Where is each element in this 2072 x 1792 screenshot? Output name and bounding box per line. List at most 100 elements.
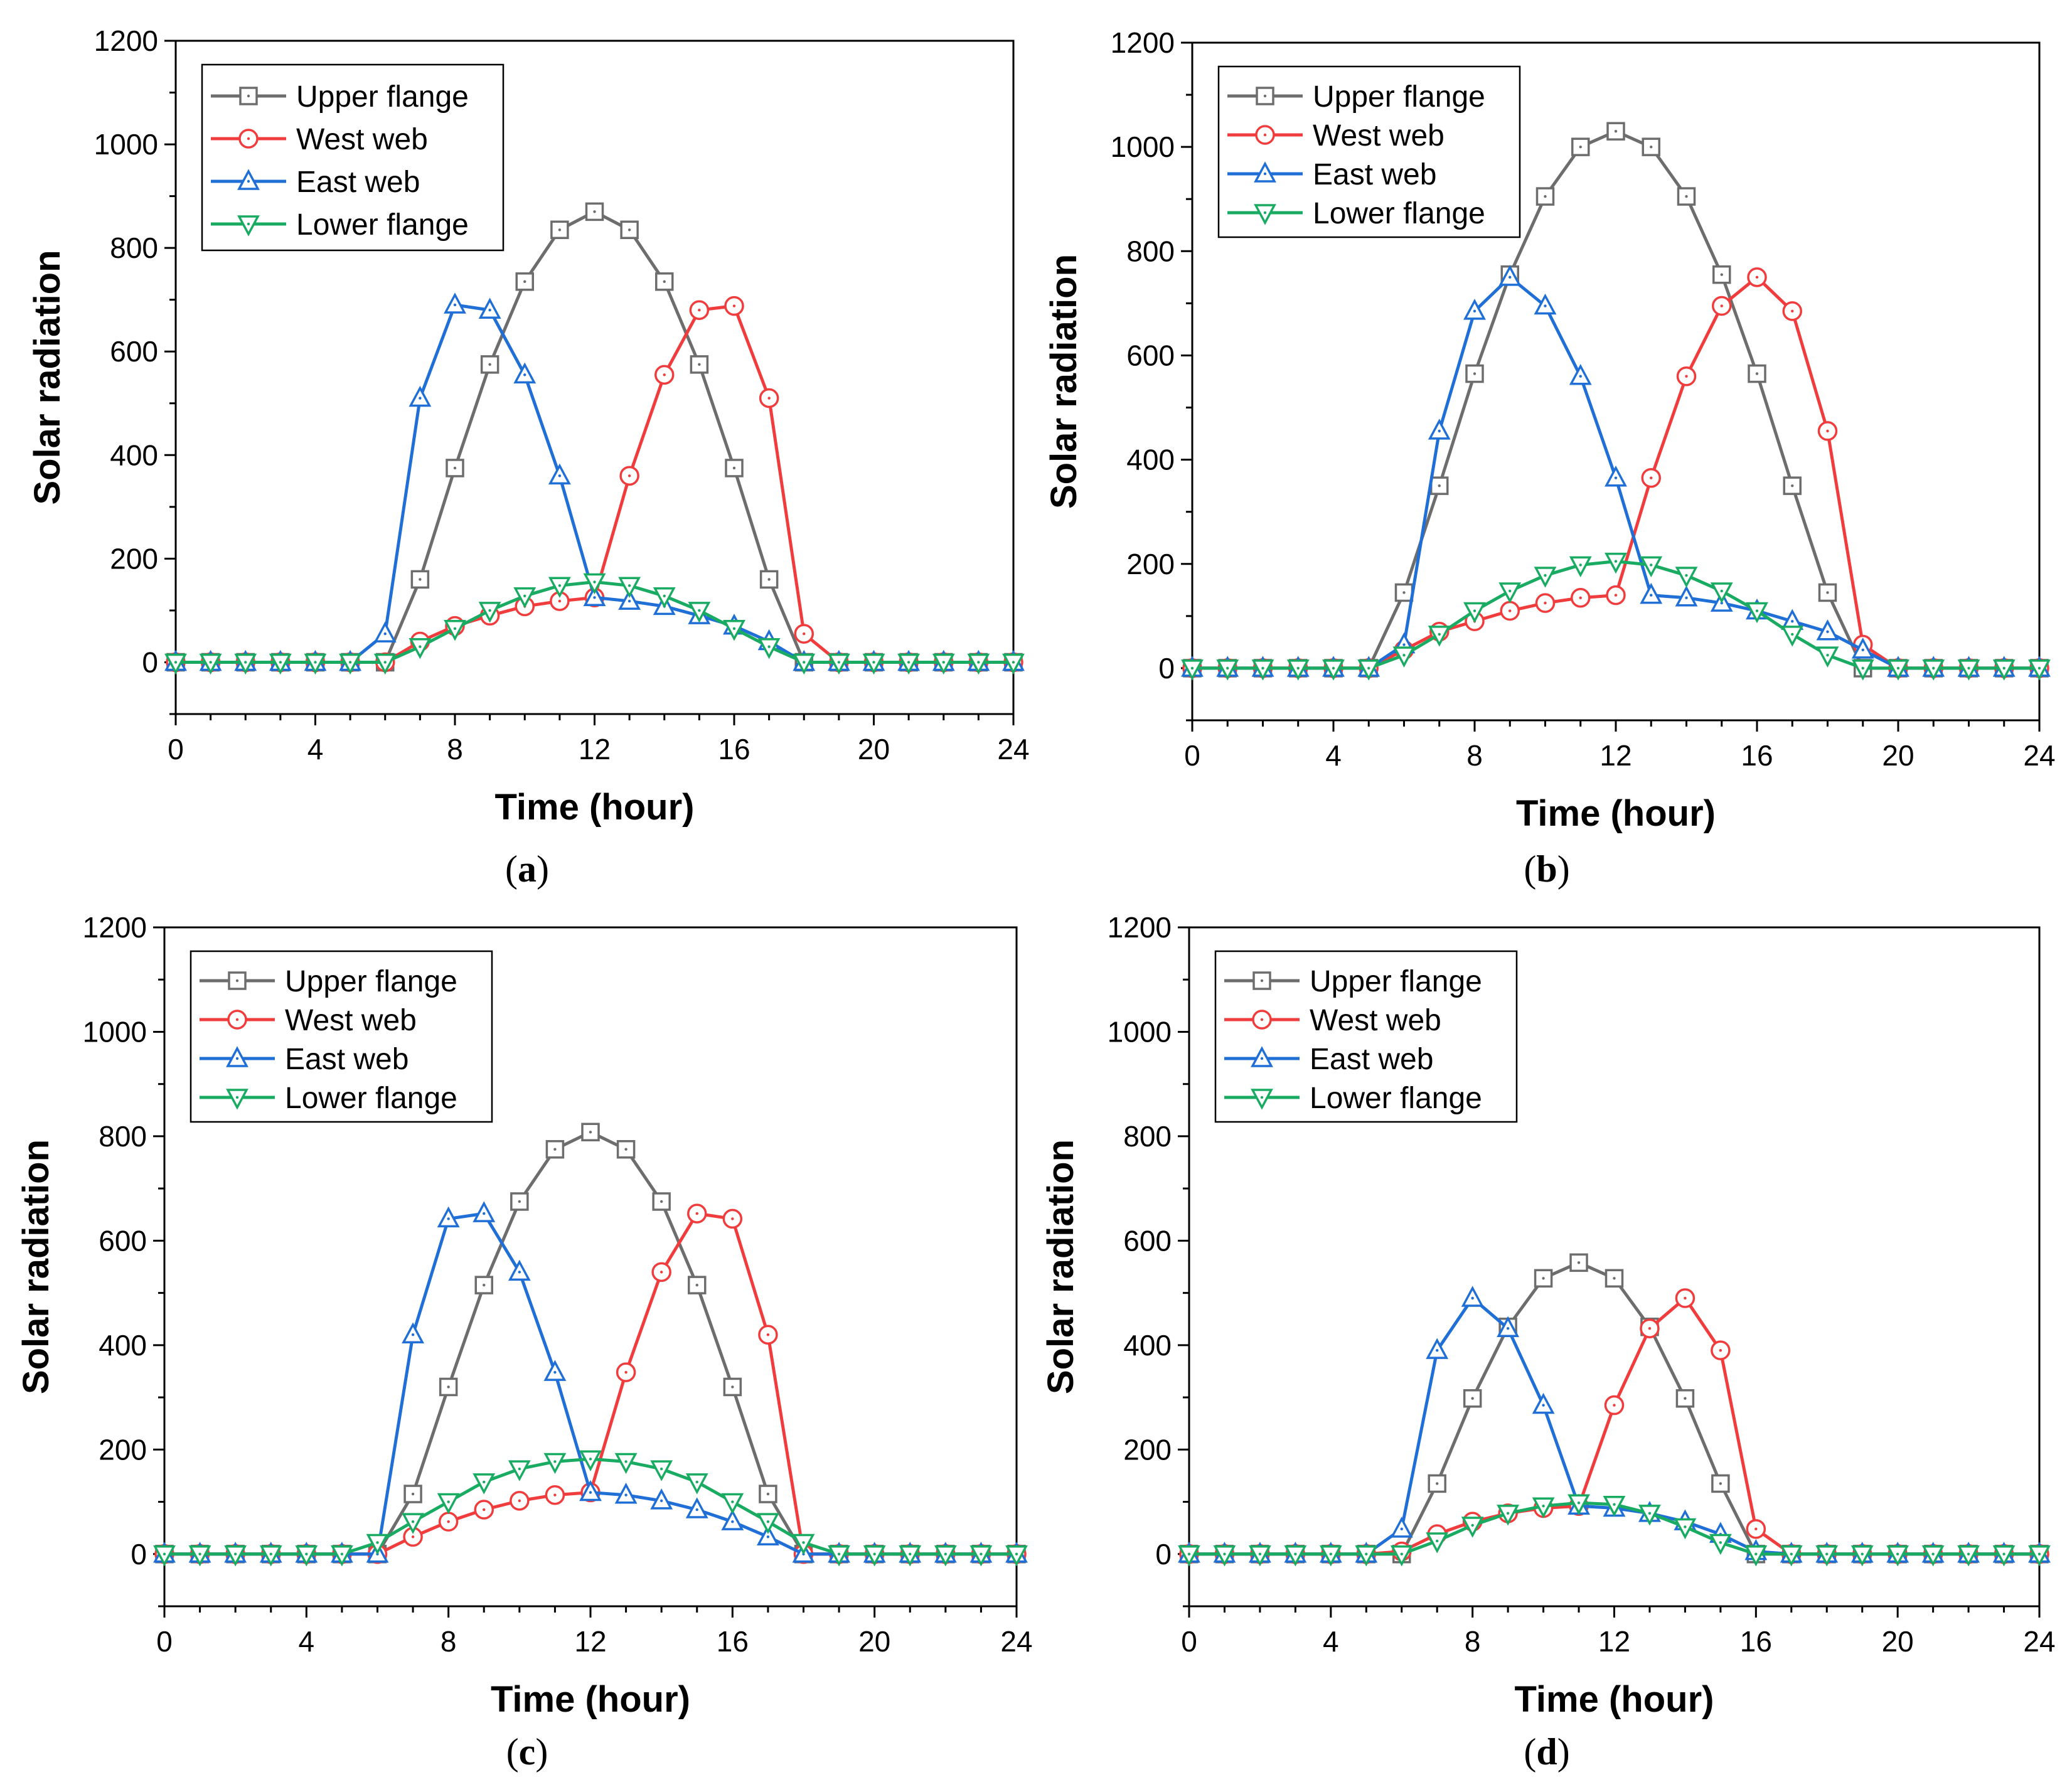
y-tick-label: 1000	[94, 128, 158, 161]
data-point-dot	[1544, 304, 1547, 307]
data-point-dot	[1685, 573, 1688, 577]
data-point-dot	[695, 1212, 698, 1215]
data-point-dot	[2002, 666, 2005, 670]
data-point-dot	[553, 1370, 557, 1374]
data-point-dot	[1436, 1539, 1439, 1543]
data-point-dot	[627, 474, 631, 477]
series-line	[164, 1212, 1017, 1556]
x-tick-label: 24	[1000, 1625, 1032, 1658]
legend-marker-dot	[1260, 979, 1264, 983]
data-point-dot	[1226, 666, 1229, 670]
data-point-dot	[1400, 1527, 1403, 1531]
data-point-dot	[1685, 375, 1688, 378]
data-point-dot	[411, 1333, 415, 1336]
y-axis-title: Solar radiation	[1040, 1139, 1081, 1394]
panel-caption: (b)	[1524, 848, 1569, 890]
data-point-dot	[593, 596, 596, 599]
legend-marker-dot	[235, 1096, 239, 1099]
x-tick-label: 8	[1466, 739, 1483, 772]
legend-marker-dot	[1263, 211, 1267, 215]
data-point-dot	[977, 661, 980, 664]
data-point-dot	[1685, 596, 1688, 599]
legend-marker-dot	[1263, 172, 1267, 176]
data-point-dot	[1650, 476, 1653, 479]
data-point-dot	[558, 599, 562, 603]
x-tick-label: 4	[1325, 739, 1342, 772]
data-point-dot	[198, 1552, 201, 1555]
data-point-dot	[627, 599, 631, 603]
data-point-dot	[1473, 309, 1477, 313]
legend-label: Upper flange	[1313, 80, 1485, 114]
data-point-dot	[1790, 1552, 1793, 1555]
data-point-dot	[419, 645, 422, 648]
data-point-dot	[624, 1370, 627, 1374]
legend-marker-dot	[247, 94, 250, 98]
y-axis-title: Solar radiation	[1044, 254, 1084, 509]
data-point-dot	[1720, 304, 1723, 307]
data-point-dot	[1577, 1501, 1581, 1505]
data-point-dot	[305, 1552, 308, 1555]
data-point-dot	[1967, 666, 1970, 670]
data-point-dot	[731, 1217, 734, 1220]
data-point	[545, 1139, 565, 1159]
data-point-dot	[1509, 589, 1512, 593]
data-point-dot	[980, 1552, 983, 1555]
data-point-dot	[1296, 666, 1300, 670]
y-tick-label: 0	[131, 1538, 147, 1571]
x-tick-label: 0	[1184, 739, 1200, 772]
data-point-dot	[2002, 1552, 2005, 1555]
legend: Upper flange West web East web Lower flange	[1214, 950, 1518, 1123]
y-tick-label: 1000	[1111, 131, 1175, 163]
data-point-dot	[483, 1212, 486, 1215]
y-tick-label: 200	[99, 1433, 147, 1466]
data-point-dot	[483, 1480, 486, 1484]
data-point-dot	[942, 661, 945, 664]
data-point-dot	[1719, 1541, 1722, 1544]
data-point-dot	[660, 1499, 663, 1503]
data-point-dot	[731, 1520, 734, 1523]
data-point-dot	[766, 1535, 770, 1539]
legend: Upper flange West web East web Lower flange	[201, 63, 505, 252]
y-tick-label: 1000	[1108, 1015, 1172, 1048]
data-point-dot	[558, 584, 562, 587]
data-point-dot	[698, 363, 701, 366]
data-point-dot	[1473, 609, 1477, 612]
data-point-dot	[553, 1148, 557, 1151]
data-point-dot	[1438, 484, 1441, 488]
y-tick-label: 800	[1123, 1120, 1172, 1153]
data-point-dot	[518, 1200, 521, 1203]
x-axis-title: Time (hour)	[1515, 1679, 1714, 1720]
data-point-dot	[1685, 195, 1688, 198]
data-point-dot	[1826, 591, 1829, 594]
x-tick-label: 8	[447, 733, 463, 765]
data-point-dot	[1896, 1552, 1899, 1555]
x-tick-label: 20	[858, 1625, 890, 1658]
data-point-dot	[233, 1552, 237, 1555]
data-point-dot	[1825, 1552, 1829, 1555]
data-point-dot	[453, 466, 457, 470]
data-point-dot	[1402, 653, 1406, 657]
data-point-dot	[907, 661, 911, 664]
data-point-dot	[695, 1283, 698, 1287]
data-point-dot	[1791, 619, 1794, 623]
data-point-dot	[558, 474, 562, 477]
data-point-dot	[419, 397, 422, 400]
data-point-dot	[518, 1467, 521, 1471]
y-tick-label: 0	[142, 646, 158, 678]
data-point-dot	[624, 1460, 627, 1463]
data-point-dot	[411, 1535, 415, 1539]
data-point	[1465, 364, 1484, 383]
data-point-dot	[1223, 1552, 1226, 1555]
data-point-dot	[447, 1520, 450, 1523]
data-point-dot	[593, 210, 596, 213]
data-point-dot	[1436, 1482, 1439, 1485]
data-point-dot	[1329, 1552, 1333, 1555]
x-tick-label: 0	[156, 1625, 173, 1658]
data-point-dot	[872, 661, 875, 664]
legend-label: Lower flange	[285, 1082, 457, 1115]
data-point-dot	[1826, 630, 1829, 633]
y-tick-label: 1000	[83, 1015, 147, 1048]
data-point-dot	[593, 580, 596, 584]
data-point-dot	[1648, 1512, 1652, 1515]
legend-marker-dot	[235, 979, 239, 983]
